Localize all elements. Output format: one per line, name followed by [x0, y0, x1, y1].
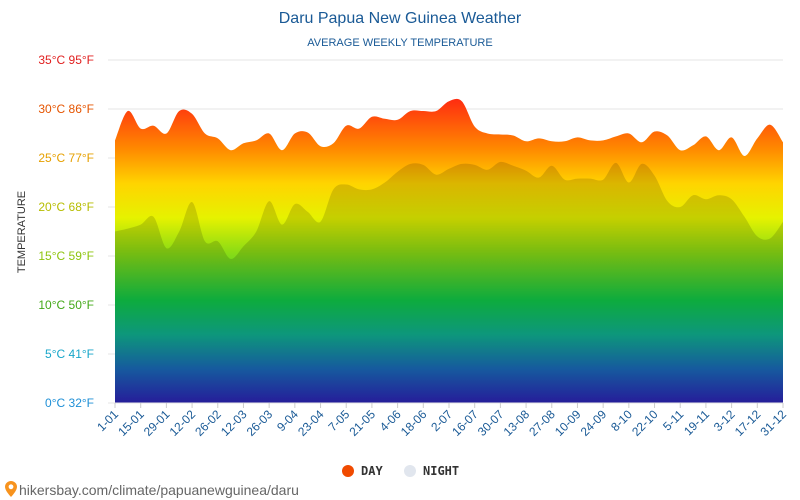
x-tick-label: 31-12 [758, 407, 790, 439]
x-tick-label: 18-06 [398, 407, 430, 439]
x-tick-label: 21-05 [346, 407, 378, 439]
day-legend-label: DAY [361, 464, 383, 478]
x-tick-label: 23-04 [295, 407, 327, 439]
x-tick-label: 22-10 [629, 407, 661, 439]
y-tick-label: 35°C 95°F [38, 53, 94, 67]
x-tick-label: 12-03 [218, 407, 250, 439]
day-series-area [115, 98, 783, 403]
legend-item-day[interactable]: DAY [342, 464, 383, 478]
y-tick-labels: 0°C 32°F 5°C 41°F 10°C 50°F 15°C 59°F 20°C 6… [38, 53, 94, 410]
y-axis-label: TEMPERATURE [16, 191, 28, 273]
chart-title: Daru Papua New Guinea Weather [279, 10, 522, 27]
x-tick-label: 24-09 [578, 407, 610, 439]
night-series-area [115, 161, 783, 403]
x-tick-label: 17-12 [732, 407, 764, 439]
chart-subtitle: AVERAGE WEEKLY TEMPERATURE [307, 37, 492, 49]
legend-item-night[interactable]: NIGHT [404, 464, 459, 478]
x-tick-label: 12-02 [167, 407, 199, 439]
y-tick-label: 20°C 68°F [38, 200, 94, 214]
y-tick-label: 0°C 32°F [45, 396, 94, 410]
x-tick-label: 16-07 [449, 407, 481, 439]
map-pin-icon [5, 481, 17, 497]
x-tick-label: 26-02 [192, 407, 224, 439]
x-tick-label: 30-07 [475, 407, 507, 439]
footer: hikersbay.com/climate/papuanewguinea/dar… [5, 481, 299, 498]
x-tick-label: 26-03 [244, 407, 276, 439]
legend: DAY NIGHT [342, 464, 459, 478]
night-legend-label: NIGHT [423, 464, 459, 478]
x-tick-labels: 1-0115-0129-0112-0226-0212-0326-039-0423… [94, 403, 789, 439]
x-tick-label: 27-08 [526, 407, 558, 439]
x-tick-label: 10-09 [552, 407, 584, 439]
y-tick-label: 10°C 50°F [38, 298, 94, 312]
y-tick-label: 30°C 86°F [38, 102, 94, 116]
chart-areas [115, 98, 783, 403]
x-tick-label: 15-01 [115, 407, 147, 439]
x-tick-label: 13-08 [501, 407, 533, 439]
x-tick-label: 29-01 [141, 407, 173, 439]
y-tick-label: 25°C 77°F [38, 151, 94, 165]
day-legend-marker [342, 465, 354, 477]
x-tick-label: 19-11 [681, 407, 712, 438]
night-legend-marker [404, 465, 416, 477]
footer-url[interactable]: hikersbay.com/climate/papuanewguinea/dar… [19, 482, 299, 498]
y-tick-label: 15°C 59°F [38, 249, 94, 263]
y-tick-label: 5°C 41°F [45, 347, 94, 361]
